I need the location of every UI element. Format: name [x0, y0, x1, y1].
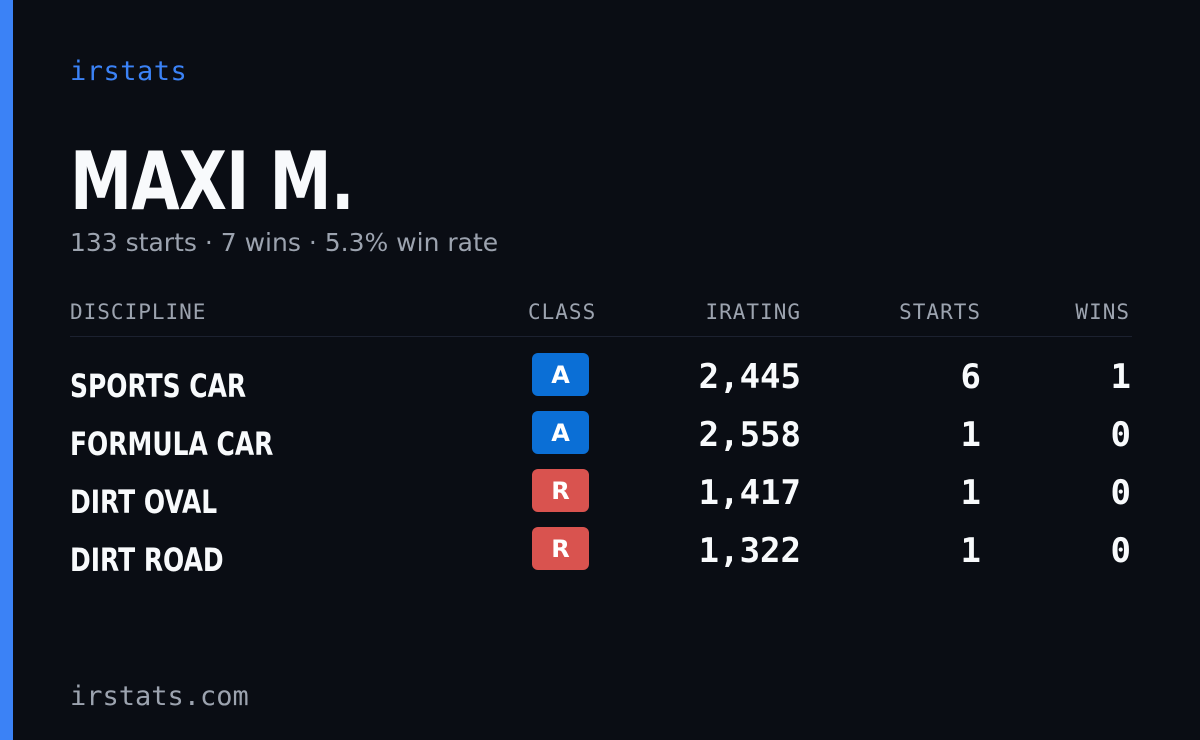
class-badge: A — [532, 353, 589, 396]
class-badge: R — [532, 527, 589, 570]
driver-name: MAXI M. — [70, 135, 355, 228]
irating-value: 1,417 — [698, 473, 801, 513]
brand-logo: irstats — [70, 56, 188, 87]
wins-value: 1 — [1110, 357, 1131, 397]
starts-value: 1 — [960, 531, 981, 571]
starts-value: 1 — [960, 473, 981, 513]
header-class: CLASS — [528, 300, 597, 324]
header-discipline: DISCIPLINE — [70, 300, 207, 324]
class-badge: A — [532, 411, 589, 454]
discipline-name: DIRT ROAD — [70, 541, 224, 579]
table-row: DIRT ROAD R 1,322 1 0 — [70, 527, 1132, 585]
wins-value: 0 — [1110, 415, 1131, 455]
irating-value: 2,558 — [698, 415, 801, 455]
wins-value: 0 — [1110, 531, 1131, 571]
table-row: SPORTS CAR A 2,445 6 1 — [70, 353, 1132, 411]
discipline-name: FORMULA CAR — [70, 425, 274, 463]
table-row: FORMULA CAR A 2,558 1 0 — [70, 411, 1132, 469]
driver-summary: 133 starts · 7 wins · 5.3% win rate — [70, 228, 499, 257]
starts-value: 1 — [960, 415, 981, 455]
wins-value: 0 — [1110, 473, 1131, 513]
table-body: SPORTS CAR A 2,445 6 1 FORMULA CAR A 2,5… — [70, 337, 1132, 585]
accent-bar — [0, 0, 13, 740]
header-irating: IRATING — [705, 300, 801, 324]
class-badge: R — [532, 469, 589, 512]
header-starts: STARTS — [899, 300, 981, 324]
irating-value: 1,322 — [698, 531, 801, 571]
discipline-name: SPORTS CAR — [70, 367, 247, 405]
discipline-name: DIRT OVAL — [70, 483, 218, 521]
table-header: DISCIPLINE CLASS IRATING STARTS WINS — [70, 300, 1132, 337]
starts-value: 6 — [960, 357, 981, 397]
footer-url: irstats.com — [70, 681, 249, 712]
discipline-table: DISCIPLINE CLASS IRATING STARTS WINS SPO… — [70, 300, 1132, 585]
irating-value: 2,445 — [698, 357, 801, 397]
header-wins: WINS — [1075, 300, 1130, 324]
table-row: DIRT OVAL R 1,417 1 0 — [70, 469, 1132, 527]
